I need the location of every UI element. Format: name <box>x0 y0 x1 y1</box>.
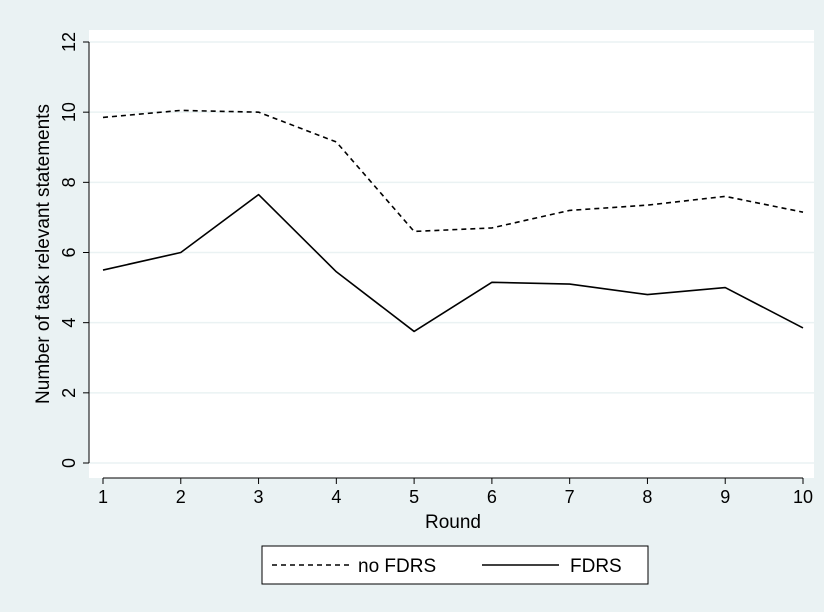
y-tick-label: 0 <box>59 458 79 468</box>
x-tick-label: 4 <box>331 487 341 507</box>
x-axis-label: Round <box>425 512 481 533</box>
x-tick-label: 1 <box>98 487 108 507</box>
x-tick-label: 10 <box>793 487 813 507</box>
y-tick-label: 4 <box>59 318 79 328</box>
legend-label-no-fdrs: no FDRS <box>358 556 436 577</box>
legend: no FDRS FDRS <box>261 545 649 585</box>
series-line-no-fdrs <box>102 109 804 233</box>
series-line-fdrs <box>102 193 804 333</box>
y-tick-label: 8 <box>59 177 79 187</box>
x-tick-label: 3 <box>254 487 264 507</box>
x-tick-label: 7 <box>565 487 575 507</box>
series-lines <box>102 109 804 333</box>
x-tick-label: 2 <box>176 487 186 507</box>
y-tick-label: 10 <box>59 102 79 122</box>
y-tick-label: 6 <box>59 247 79 257</box>
x-tick-label: 5 <box>409 487 419 507</box>
legend-label-fdrs: FDRS <box>570 556 622 577</box>
x-tick-label: 9 <box>720 487 730 507</box>
plot-area <box>89 30 814 478</box>
y-axis-label: Number of task relevant statements <box>33 104 54 404</box>
y-tick-label: 2 <box>59 388 79 398</box>
gridlines <box>89 41 814 464</box>
x-tick-label: 6 <box>487 487 497 507</box>
x-tick-label: 8 <box>642 487 652 507</box>
y-tick-label: 12 <box>59 32 79 52</box>
